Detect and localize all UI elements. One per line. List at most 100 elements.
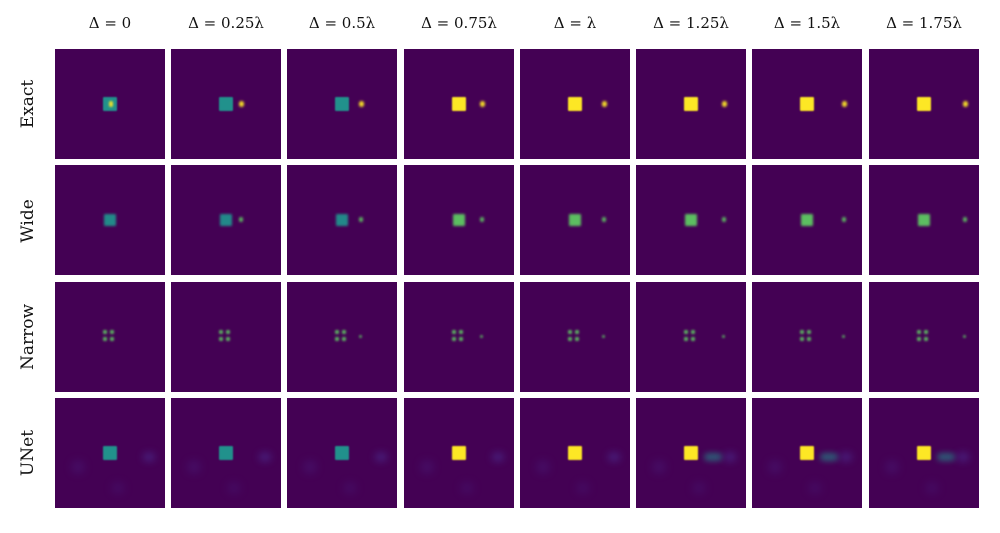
intensity-blob [342, 337, 346, 341]
row-label: UNet [18, 429, 38, 477]
intensity-blob [143, 453, 155, 461]
intensity-blob [887, 462, 897, 472]
image-cell [287, 282, 397, 392]
intensity-blob [957, 453, 969, 461]
image-cell [55, 165, 165, 275]
intensity-blob [602, 217, 606, 222]
intensity-blob [103, 330, 107, 334]
intensity-blob [917, 337, 921, 341]
intensity-blob [800, 337, 804, 341]
column-header: Δ = λ [553, 14, 597, 32]
column-header: Δ = 0.25λ [188, 14, 264, 32]
intensity-blob [335, 337, 339, 341]
intensity-blob [104, 214, 116, 226]
intensity-blob [694, 484, 704, 492]
intensity-blob [575, 337, 579, 341]
intensity-blob [459, 330, 463, 334]
column-header: Δ = 1.5λ [773, 14, 841, 32]
intensity-blob [684, 330, 688, 334]
intensity-blob [422, 462, 432, 472]
intensity-blob [226, 330, 230, 334]
row-label: Narrow [18, 303, 38, 371]
intensity-blob [800, 330, 804, 334]
intensity-blob [685, 214, 697, 226]
image-cell [55, 398, 165, 508]
intensity-blob [480, 335, 483, 338]
column-header: Δ = 1.75λ [886, 14, 962, 32]
image-cell [520, 165, 630, 275]
intensity-blob [359, 335, 362, 338]
image-cell [404, 398, 514, 508]
intensity-blob [842, 335, 845, 338]
intensity-blob [800, 446, 814, 460]
intensity-blob [452, 330, 456, 334]
intensity-blob [842, 217, 846, 222]
intensity-blob [239, 101, 244, 107]
intensity-blob [229, 484, 239, 492]
image-cell [520, 282, 630, 392]
intensity-blob [917, 330, 921, 334]
intensity-blob [568, 446, 582, 460]
row-label: Exact [18, 79, 38, 129]
intensity-blob [807, 330, 811, 334]
intensity-blob [807, 337, 811, 341]
intensity-blob [924, 337, 928, 341]
intensity-blob [480, 217, 484, 222]
intensity-blob [691, 330, 695, 334]
intensity-blob [568, 97, 582, 111]
intensity-blob [452, 337, 456, 341]
image-cell [287, 398, 397, 508]
intensity-blob [927, 484, 937, 492]
image-cell [636, 49, 746, 159]
column-header: Δ = 0.75λ [421, 14, 497, 32]
image-cell [171, 165, 281, 275]
intensity-blob [575, 330, 579, 334]
intensity-blob [963, 101, 968, 107]
intensity-blob [578, 484, 588, 492]
intensity-blob [684, 97, 698, 111]
intensity-blob [917, 97, 931, 111]
image-cell [636, 398, 746, 508]
intensity-blob [359, 217, 363, 222]
intensity-blob [568, 330, 572, 334]
intensity-blob [219, 446, 233, 460]
intensity-blob [219, 337, 223, 341]
intensity-blob [103, 446, 117, 460]
image-cell [171, 398, 281, 508]
intensity-blob [937, 453, 955, 461]
intensity-blob [336, 214, 348, 226]
image-cell [752, 49, 862, 159]
intensity-blob [602, 335, 605, 338]
intensity-blob [917, 446, 931, 460]
intensity-blob [219, 330, 223, 334]
intensity-blob [345, 484, 355, 492]
image-cell [55, 282, 165, 392]
intensity-blob [724, 453, 736, 461]
intensity-blob [453, 214, 465, 226]
image-cell [869, 398, 979, 508]
image-cell [171, 49, 281, 159]
image-cell [869, 282, 979, 392]
image-cell [752, 165, 862, 275]
intensity-blob [963, 335, 966, 338]
intensity-blob [73, 462, 83, 472]
image-cell [636, 282, 746, 392]
image-cell [752, 282, 862, 392]
intensity-blob [110, 330, 114, 334]
intensity-blob [375, 453, 387, 461]
row-label: Wide [18, 199, 38, 243]
intensity-blob [924, 330, 928, 334]
intensity-blob [820, 453, 838, 461]
intensity-blob [259, 453, 271, 461]
intensity-blob [462, 484, 472, 492]
intensity-blob [452, 97, 466, 111]
intensity-blob [602, 101, 607, 107]
intensity-blob [840, 453, 852, 461]
intensity-blob [335, 446, 349, 460]
intensity-blob [800, 97, 814, 111]
intensity-blob [684, 446, 698, 460]
intensity-blob [452, 446, 466, 460]
intensity-blob [226, 337, 230, 341]
intensity-blob [492, 453, 504, 461]
